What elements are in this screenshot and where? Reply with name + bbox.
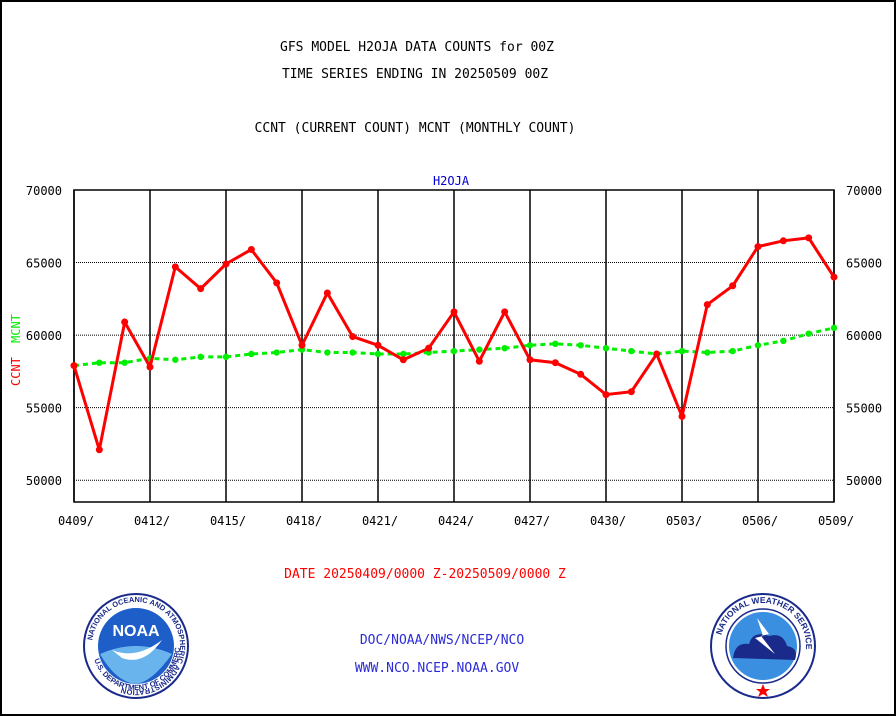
data-point-mcnt — [729, 347, 736, 355]
x-tick-label: 0412/ — [134, 514, 170, 528]
data-point-ccnt — [805, 234, 813, 242]
chart-title: H2OJA — [433, 174, 470, 188]
data-point-mcnt — [805, 330, 812, 337]
x-tick-label: 0409/ — [58, 514, 94, 528]
data-point-ccnt — [450, 308, 458, 316]
x-tick-label: 0506/ — [742, 514, 778, 528]
data-point-mcnt — [121, 359, 128, 366]
data-point-mcnt — [704, 349, 711, 356]
y-tick-label-left: 60000 — [26, 329, 62, 343]
data-point-mcnt — [197, 353, 204, 361]
data-point-ccnt — [577, 370, 585, 378]
data-point-mcnt — [248, 350, 255, 358]
noaa-logo-text: NOAA — [112, 623, 160, 640]
data-point-mcnt — [172, 356, 179, 363]
data-point-mcnt — [501, 344, 508, 352]
data-point-mcnt — [96, 359, 103, 366]
data-point-mcnt — [780, 337, 787, 345]
data-point-mcnt — [577, 342, 584, 349]
data-point-ccnt — [551, 359, 559, 367]
data-point-ccnt — [298, 341, 306, 349]
x-tick-label: 0415/ — [210, 514, 246, 528]
x-tick-label: 0427/ — [514, 514, 550, 528]
data-point-ccnt — [146, 363, 154, 371]
chart-title-line-1: GFS MODEL H2OJA DATA COUNTS for 00Z — [280, 40, 554, 55]
data-point-mcnt — [552, 340, 559, 348]
data-point-mcnt — [628, 347, 635, 355]
chart-title-line-3: CCNT (CURRENT COUNT) MCNT (MONTHLY COUNT… — [254, 121, 576, 136]
data-point-mcnt — [400, 350, 407, 358]
data-point-ccnt — [222, 260, 230, 268]
data-point-ccnt — [425, 344, 433, 352]
data-point-ccnt — [273, 279, 281, 287]
y-axis-label-mcnt: MCNT — [9, 314, 23, 343]
data-point-ccnt — [399, 356, 407, 364]
y-tick-label-right: 50000 — [846, 474, 882, 488]
y-tick-label-left: 50000 — [26, 474, 62, 488]
x-tick-label: 0418/ — [286, 514, 322, 528]
y-tick-label-left: 65000 — [26, 257, 62, 271]
x-tick-label: 0509/ — [818, 514, 854, 528]
chart-title-line-2: TIME SERIES ENDING IN 20250509 00Z — [281, 67, 549, 82]
y-tick-label-right: 55000 — [846, 402, 882, 416]
data-point-mcnt — [273, 349, 280, 356]
x-tick-label: 0424/ — [438, 514, 474, 528]
x-tick-label: 0430/ — [590, 514, 626, 528]
data-point-ccnt — [501, 308, 509, 316]
data-point-mcnt — [349, 349, 356, 356]
data-point-ccnt — [779, 237, 787, 245]
data-point-ccnt — [602, 391, 610, 399]
star-icon — [756, 684, 770, 697]
data-point-mcnt — [222, 353, 230, 361]
nws-logo: NATIONAL WEATHER SERVICE — [710, 593, 816, 699]
y-axis-label-ccnt: CCNT — [9, 357, 23, 386]
data-point-mcnt — [324, 349, 331, 356]
y-tick-label-left: 55000 — [26, 402, 62, 416]
y-tick-label-right: 70000 — [846, 184, 882, 198]
data-point-mcnt — [678, 347, 686, 355]
data-point-ccnt — [627, 388, 635, 396]
data-point-ccnt — [729, 282, 737, 290]
data-point-ccnt — [95, 446, 103, 454]
data-point-mcnt — [830, 324, 838, 332]
credit-line-url[interactable]: WWW.NCO.NCEP.NOAA.GOV — [354, 661, 520, 676]
noaa-logo: NOAA NATIONAL OCEANIC AND ATMOSPHERIC AD… — [82, 592, 189, 699]
data-point-ccnt — [374, 341, 382, 349]
y-tick-label-left: 70000 — [26, 184, 62, 198]
x-tick-label: 0421/ — [362, 514, 398, 528]
data-point-mcnt — [374, 350, 382, 358]
data-point-ccnt — [121, 318, 129, 326]
y-tick-label-right: 65000 — [846, 257, 882, 271]
data-point-ccnt — [754, 243, 762, 251]
data-point-ccnt — [247, 245, 255, 253]
date-range-label: DATE 20250409/0000 Z-20250509/0000 Z — [284, 567, 566, 582]
data-point-mcnt — [602, 344, 610, 352]
data-point-ccnt — [475, 357, 483, 365]
y-tick-label-right: 60000 — [846, 329, 882, 343]
x-tick-label: 0503/ — [666, 514, 702, 528]
data-point-ccnt — [349, 333, 357, 341]
credit-line-org: DOC/NOAA/NWS/NCEP/NCO — [359, 633, 525, 648]
data-point-ccnt — [526, 356, 534, 364]
data-point-mcnt — [476, 346, 483, 353]
data-point-ccnt — [703, 301, 711, 309]
data-point-ccnt — [830, 273, 838, 281]
data-point-ccnt — [653, 350, 661, 358]
data-point-ccnt — [197, 285, 205, 293]
data-point-ccnt — [70, 362, 78, 370]
data-point-mcnt — [450, 347, 458, 355]
data-point-mcnt — [526, 342, 534, 349]
data-point-ccnt — [323, 289, 331, 297]
data-point-mcnt — [754, 342, 762, 349]
data-point-ccnt — [678, 412, 686, 420]
data-point-ccnt — [171, 263, 179, 271]
